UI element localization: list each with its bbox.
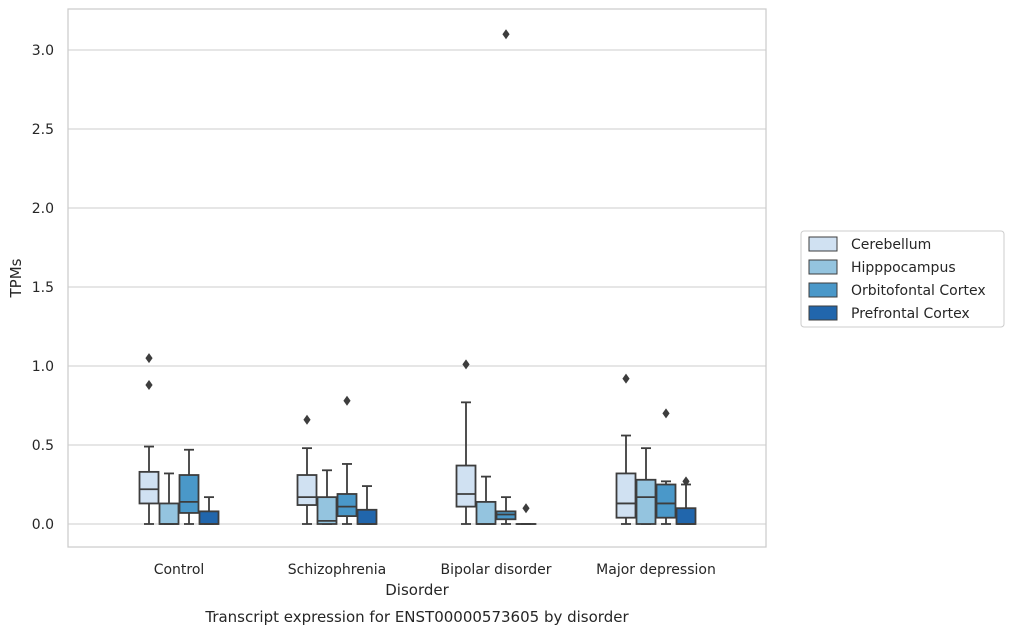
outlier-point (145, 379, 153, 390)
box-prefrontal-cortex-control (198, 496, 220, 525)
outlier-point (522, 503, 530, 514)
outlier-point (622, 373, 630, 384)
legend-label: Cerebellum (851, 237, 931, 253)
iqr-box (178, 474, 200, 514)
y-tick-label: 0.0 (32, 517, 54, 533)
iqr-box (138, 470, 160, 505)
plot-area-frame (67, 8, 767, 548)
legend-item-hipppocampus: Hipppocampus (808, 259, 956, 276)
chart-caption: Transcript expression for ENST0000057360… (204, 608, 629, 626)
box-hipppocampus-schizophrenia (316, 469, 338, 525)
x-tick-label-control: Control (154, 562, 205, 578)
legend-label: Hipppocampus (851, 260, 956, 276)
y-tick-label: 1.5 (32, 280, 54, 296)
outlier-point (145, 353, 153, 364)
legend-swatch (808, 305, 838, 321)
legend-swatch (808, 282, 838, 298)
series-cerebellum (138, 353, 637, 525)
legend-label: Prefrontal Cortex (851, 306, 970, 322)
outlier-point (502, 29, 510, 40)
iqr-box (356, 508, 378, 525)
iqr-box (158, 502, 180, 525)
y-tick-label: 1.0 (32, 359, 54, 375)
iqr-box (316, 496, 338, 525)
y-axis-ticks: 0.0 0.5 1.0 1.5 2.0 2.5 3.0 (32, 43, 54, 533)
box-orbitofontal-cortex-major-depression (655, 408, 677, 525)
iqr-box (475, 500, 497, 525)
x-axis-ticks: Control Schizophrenia Bipolar disorder Majo… (154, 562, 716, 578)
legend: Cerebellum Hipppocampus Orbitofontal Corte… (800, 230, 1005, 328)
box-cerebellum-major-depression (615, 373, 637, 525)
box-cerebellum-schizophrenia (296, 414, 318, 525)
legend-swatch (808, 259, 838, 275)
iqr-box (198, 510, 220, 525)
series-prefrontal-cortex (198, 476, 697, 525)
legend-label: Orbitofontal Cortex (851, 283, 986, 299)
outlier-point (462, 359, 470, 370)
box-hipppocampus-control (158, 472, 180, 525)
iqr-box (615, 472, 637, 519)
iqr-box (455, 464, 477, 508)
x-tick-label-bipolar-disorder: Bipolar disorder (440, 562, 551, 578)
legend-item-prefrontal-cortex: Prefrontal Cortex (808, 305, 970, 322)
series-orbitofontal-cortex (178, 29, 677, 525)
box-hipppocampus-major-depression (635, 447, 657, 525)
box-series (138, 29, 697, 525)
box-orbitofontal-cortex-bipolar-disorder (495, 29, 517, 525)
legend-item-cerebellum: Cerebellum (808, 236, 931, 253)
box-prefrontal-cortex-schizophrenia (356, 485, 378, 525)
x-axis-title: Disorder (385, 581, 449, 599)
outlier-point (682, 476, 690, 487)
iqr-box (675, 507, 697, 525)
y-tick-label: 2.5 (32, 122, 54, 138)
box-cerebellum-bipolar-disorder (455, 359, 477, 525)
legend-swatch (808, 236, 838, 252)
x-tick-label-schizophrenia: Schizophrenia (288, 562, 386, 578)
y-tick-label: 3.0 (32, 43, 54, 59)
y-tick-label: 0.5 (32, 438, 54, 454)
series-hipppocampus (158, 447, 657, 525)
y-tick-label: 2.0 (32, 201, 54, 217)
box-orbitofontal-cortex-control (178, 448, 200, 525)
box-prefrontal-cortex-bipolar-disorder (515, 503, 537, 525)
box-hipppocampus-bipolar-disorder (475, 475, 497, 525)
iqr-box (336, 493, 358, 518)
iqr-box (655, 483, 677, 519)
iqr-box (635, 478, 657, 525)
outlier-point (343, 395, 351, 406)
legend-item-orbitofontal-cortex: Orbitofontal Cortex (808, 282, 986, 299)
outlier-point (303, 414, 311, 425)
box-orbitofontal-cortex-schizophrenia (336, 395, 358, 525)
box-prefrontal-cortex-major-depression (675, 476, 697, 525)
y-axis-title: TPMs (7, 258, 25, 298)
legend-frame (800, 230, 1005, 328)
grid-lines (68, 49, 766, 525)
outlier-point (662, 408, 670, 419)
box-cerebellum-control (138, 353, 160, 525)
x-tick-label-major-depression: Major depression (596, 562, 716, 578)
iqr-box (296, 474, 318, 506)
